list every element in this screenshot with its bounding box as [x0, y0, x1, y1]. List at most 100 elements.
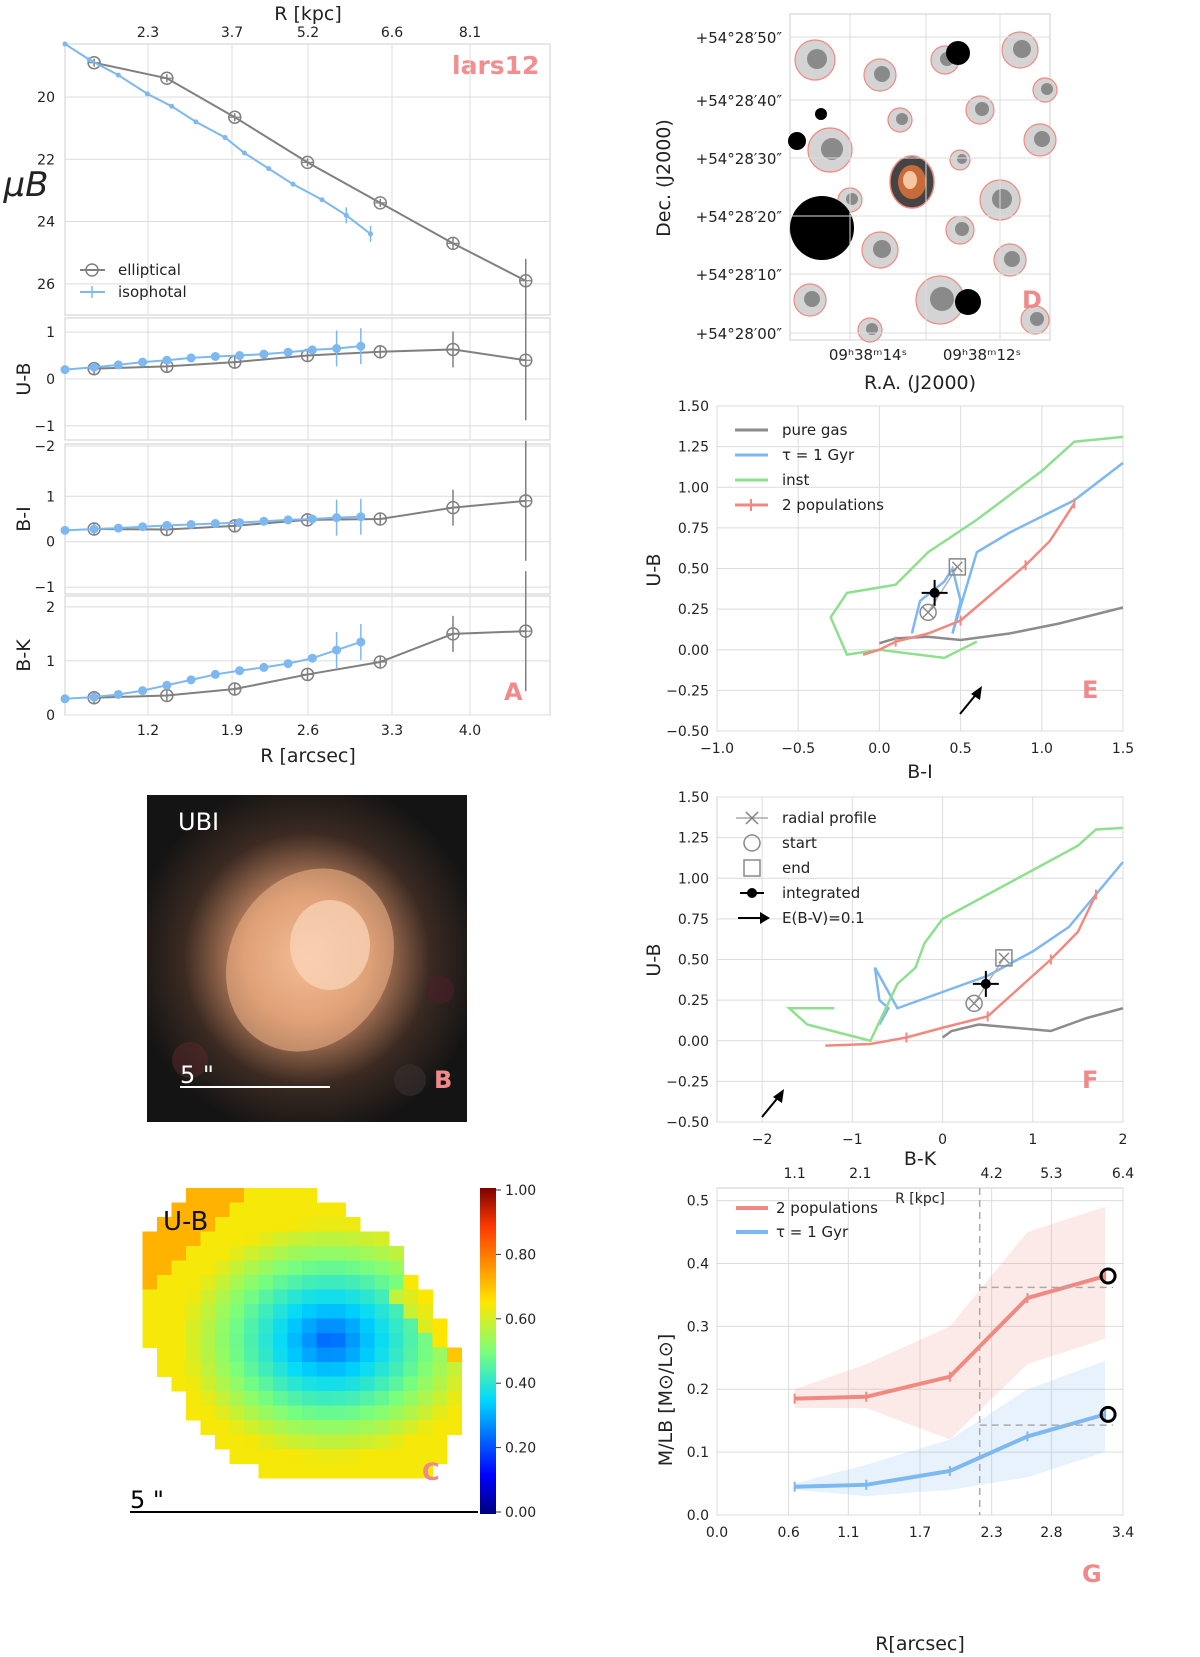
ub-pixel	[215, 1347, 230, 1363]
ub-pixel	[273, 1391, 288, 1406]
xtick-label: 0	[938, 1132, 947, 1148]
ub-pixel	[157, 1333, 172, 1348]
ub-pixel	[331, 1217, 346, 1232]
ub-pixel	[287, 1333, 303, 1348]
ytick-label: 1	[46, 325, 55, 341]
d-yticks: +54°28′50″ +54°28′40″ +54°28′30″ +54°28′20″…	[696, 29, 783, 343]
ub-pixel	[200, 1333, 216, 1348]
ub-pixel	[171, 1289, 187, 1305]
ub-pixel	[331, 1260, 346, 1276]
ub-pixel	[229, 1420, 245, 1435]
xtick-label: 3.4	[1112, 1525, 1134, 1541]
d-ytick-label: +54°28′00″	[696, 325, 783, 343]
ub-pixel	[316, 1405, 332, 1421]
panel-label-e: E	[1082, 676, 1098, 704]
ub-pixel	[447, 1391, 462, 1406]
ub-pixel	[215, 1275, 230, 1290]
top-xtick-label: 2.3	[137, 25, 159, 41]
ub-pixel	[374, 1434, 390, 1450]
isophotal-point	[235, 518, 245, 528]
isophotal-point	[89, 362, 99, 372]
faint-source-core	[1041, 83, 1053, 95]
isophotal-point	[332, 344, 342, 353]
ub-pixel	[273, 1333, 288, 1348]
ub-pixel	[244, 1188, 259, 1203]
ub-pixel	[157, 1347, 172, 1363]
ub-pixel	[229, 1391, 245, 1406]
ub-pixel	[142, 1333, 158, 1348]
ub-pixel	[171, 1376, 187, 1392]
ub-pixel	[374, 1333, 390, 1348]
ub-pixel	[186, 1304, 201, 1319]
ub-pixel	[374, 1463, 390, 1479]
ub-pixel	[171, 1275, 187, 1290]
ub-pixel	[316, 1202, 332, 1218]
ub-pixel	[389, 1318, 404, 1334]
ytick-label: 1.25	[678, 831, 709, 847]
ub-pixel	[447, 1376, 462, 1392]
isophotal-point	[89, 524, 99, 534]
ub-pixel	[215, 1260, 230, 1276]
legend-pure-gas: pure gas	[782, 421, 848, 439]
faint-source-core	[804, 291, 820, 307]
isophotal-point	[343, 212, 349, 218]
ub-pixel	[258, 1260, 274, 1276]
ub-pixel	[273, 1376, 288, 1392]
end-marker	[948, 558, 967, 576]
ub-pixel	[403, 1347, 419, 1363]
ub-pixel	[403, 1289, 419, 1305]
d-ytick-label: +54°28′40″	[696, 92, 783, 110]
ub-pixel	[244, 1449, 259, 1464]
isophotal-point	[113, 523, 123, 533]
ub-pixel	[258, 1434, 274, 1450]
ub-pixel	[200, 1420, 216, 1435]
isophotal-point	[332, 645, 342, 655]
ub-pixel	[316, 1420, 332, 1435]
ub-pixel	[229, 1405, 245, 1421]
end-cross	[998, 952, 1010, 964]
ub-pixel	[157, 1260, 172, 1276]
ub-pixel	[302, 1246, 317, 1261]
isophotal-point	[60, 365, 70, 375]
d-ytick-label: +54°28′30″	[696, 150, 783, 168]
isophotal-point	[356, 512, 366, 522]
star	[955, 289, 981, 315]
ytick-label: 1.00	[678, 871, 709, 887]
ub-pixel	[229, 1260, 245, 1276]
ub-pixel	[316, 1217, 332, 1232]
colorbar	[480, 1188, 496, 1514]
ub-pixel	[447, 1405, 462, 1421]
ub-pixel	[273, 1405, 288, 1421]
scalebar-b-label: 5 "	[180, 1061, 214, 1089]
colorbar-ticks: 1.00 0.80 0.60 0.40 0.20 0.00	[496, 1183, 536, 1521]
ub-pixel	[287, 1391, 303, 1406]
ub-pixel	[374, 1275, 390, 1290]
ub-pixel	[331, 1434, 346, 1450]
ytick-label: −0.25	[666, 1074, 709, 1090]
ub-pixel	[186, 1333, 201, 1348]
faint-source-core	[896, 113, 908, 125]
isophotal-point	[319, 197, 325, 203]
ub-pixel	[157, 1246, 172, 1261]
ub-pixel	[345, 1362, 361, 1377]
isophotal-point	[235, 666, 245, 676]
ub-pixel	[258, 1231, 274, 1247]
ub-pixel	[287, 1420, 303, 1435]
ub-pixel	[142, 1289, 158, 1305]
ub-pixel	[331, 1391, 346, 1406]
isophotal-point	[60, 694, 70, 704]
ub-pixel	[273, 1188, 288, 1203]
ub-pixel	[186, 1260, 201, 1276]
ub-pixel	[302, 1362, 317, 1377]
ub-pixel	[432, 1376, 448, 1392]
faint-source-core	[874, 66, 890, 82]
ub-pixel	[244, 1434, 259, 1450]
ub-pixel	[302, 1304, 317, 1319]
panel-f-color-color: −2 −1 0 1 2 1.50 1.25 1.00 0.75 0.50 0.25 0.00 −0.25…	[643, 790, 1127, 1170]
ub-pixel	[302, 1188, 317, 1203]
panel-e-legend: pure gas τ = 1 Gyr inst 2 populations	[735, 421, 884, 514]
ub-pixel	[258, 1188, 274, 1203]
ub-pixel	[345, 1347, 361, 1363]
ub-pixel	[215, 1333, 230, 1348]
ub-pixel	[360, 1391, 375, 1406]
